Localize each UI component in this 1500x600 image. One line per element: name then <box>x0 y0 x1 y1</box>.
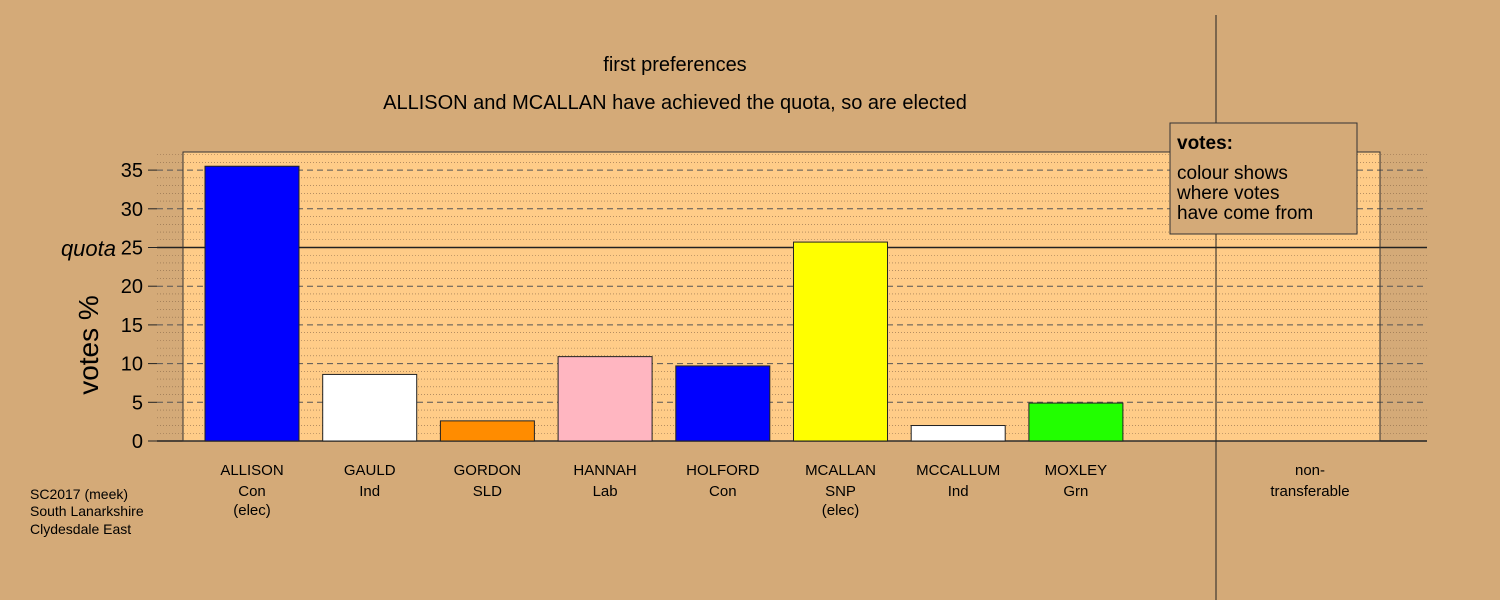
x-label-name: HANNAH <box>573 462 636 479</box>
x-label-name: GORDON <box>454 462 522 479</box>
x-label-party: Grn <box>1063 483 1088 500</box>
bars <box>204 165 1124 442</box>
y-tick-label: 30 <box>121 199 143 221</box>
y-axis: 0 5 10 15 20 25 30 35 <box>121 160 157 453</box>
nontransferable-label-line1: non- <box>1295 462 1325 479</box>
x-label-name: MOXLEY <box>1045 462 1108 479</box>
x-label-party: Con <box>709 483 737 500</box>
y-axis-label: votes % <box>73 295 104 395</box>
bar-moxley <box>1028 402 1124 442</box>
x-label-elected: (elec) <box>233 502 271 519</box>
x-label-name: GAULD <box>344 462 396 479</box>
plot-area-right-shade <box>1380 152 1427 441</box>
bar-hannah <box>557 356 653 442</box>
legend-frame <box>1169 122 1358 235</box>
x-label-elected: (elec) <box>822 502 860 519</box>
legend-box: votes: colour shows where votes have com… <box>1169 122 1358 235</box>
bar-mcallan <box>793 241 888 442</box>
bar-gauld <box>322 373 418 442</box>
bar-allison <box>204 165 300 442</box>
legend-line-3: have come from <box>1177 203 1313 224</box>
legend-title: votes: <box>1177 133 1233 154</box>
chart-subtitle: ALLISON and MCALLAN have achieved the qu… <box>383 92 967 114</box>
legend-line-2: where votes <box>1176 183 1279 204</box>
y-tick-label: 5 <box>132 392 143 414</box>
footer-line-2: South Lanarkshire <box>30 503 144 519</box>
bar-holford <box>675 365 771 442</box>
x-label-party: Lab <box>593 483 618 500</box>
bar-mccallum <box>910 425 1006 442</box>
y-tick-label: 20 <box>121 276 143 298</box>
legend-line-1: colour shows <box>1177 163 1288 184</box>
x-label-name: HOLFORD <box>686 462 760 479</box>
y-tick-label: 25 <box>121 238 143 260</box>
x-axis-labels: ALLISON Con (elec) GAULD Ind GORDON SLD HANNAH L… <box>220 462 1107 519</box>
footer-line-1: SC2017 (meek) <box>30 486 128 502</box>
x-label-party: Ind <box>948 483 969 500</box>
x-label-party: Con <box>238 483 266 500</box>
y-tick-label: 35 <box>121 160 143 182</box>
x-label-name: ALLISON <box>220 462 283 479</box>
bar-gordon <box>439 420 535 442</box>
x-label-name: MCALLAN <box>805 462 876 479</box>
y-tick-label: 10 <box>121 354 143 376</box>
plot-frame <box>182 151 1381 442</box>
x-label-party: SLD <box>473 483 502 500</box>
y-tick-label: 0 <box>132 431 143 453</box>
x-label-name: MCCALLUM <box>916 462 1000 479</box>
y-tick-label: 15 <box>121 315 143 337</box>
nontransferable-label-line2: transferable <box>1270 483 1349 500</box>
quota-label: quota <box>61 236 116 261</box>
chart-title: first preferences <box>603 54 746 76</box>
footer-line-3: Clydesdale East <box>30 521 131 537</box>
x-label-party: Ind <box>359 483 380 500</box>
x-label-party: SNP <box>825 483 856 500</box>
